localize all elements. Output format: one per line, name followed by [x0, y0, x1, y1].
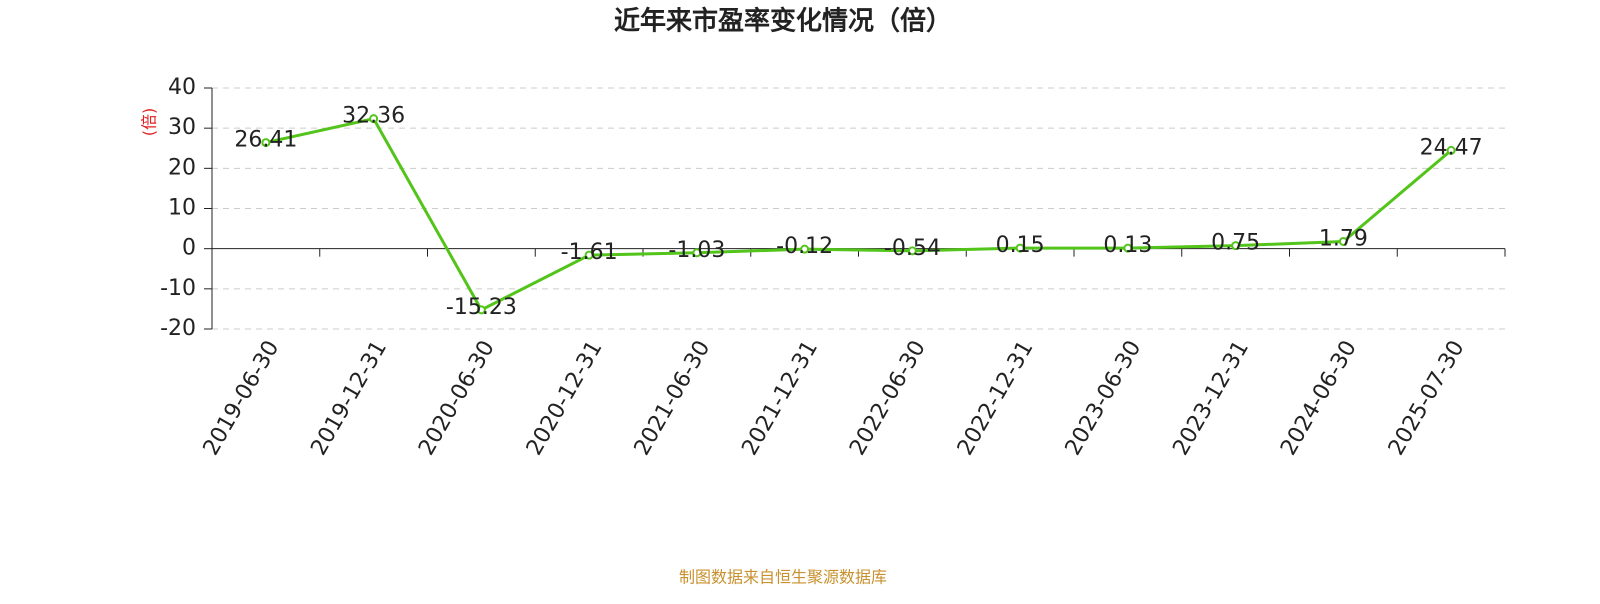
data-label: 1.79 [1319, 226, 1368, 251]
point [907, 246, 917, 256]
x-tick-label: 2023-06-30 [1061, 337, 1147, 460]
data-label: -0.54 [884, 236, 941, 261]
x-tick-label: 2019-12-31 [306, 337, 392, 460]
y-tick-label: 10 [168, 196, 196, 221]
data-label: -1.61 [561, 240, 618, 265]
x-tick-label: 2022-06-30 [845, 337, 931, 460]
point [584, 250, 594, 260]
y-tick-label: -20 [160, 316, 196, 341]
data-label: 0.13 [1103, 233, 1152, 258]
data-label: 24.47 [1420, 135, 1483, 160]
x-tick-label: 2022-12-31 [953, 337, 1039, 460]
point [692, 248, 702, 258]
data-label: -1.03 [668, 238, 725, 263]
x-tick-label: 2021-06-30 [630, 337, 716, 460]
chart-title: 近年来市盈率变化情况（倍） [614, 6, 952, 37]
point [476, 305, 486, 315]
data-label: 0.75 [1211, 231, 1260, 256]
data-label: 32.36 [342, 104, 405, 129]
x-tick-label: 2024-06-30 [1276, 337, 1362, 460]
x-tick-label: 2021-12-31 [737, 337, 823, 460]
y-tick-label: 30 [168, 115, 196, 140]
x-tick-label: 2025-07-30 [1384, 337, 1470, 460]
x-tick-label: 2023-12-31 [1168, 337, 1254, 460]
x-tick-label: 2020-12-31 [522, 337, 608, 460]
x-tick-label: 2020-06-30 [414, 337, 500, 460]
y-tick-label: 20 [168, 155, 196, 180]
point [261, 138, 271, 148]
point [1446, 145, 1456, 155]
point [1015, 243, 1025, 253]
y-tick-label: 40 [168, 75, 196, 100]
source-note: 制图数据来自恒生聚源数据库 [679, 568, 887, 587]
y-tick-label: -10 [160, 276, 196, 301]
y-axis-label: (倍) [140, 108, 159, 137]
x-tick-label: 2019-06-30 [199, 337, 285, 460]
data-label: -15.23 [446, 295, 517, 320]
y-tick-label: 0 [182, 236, 196, 261]
line [265, 116, 1453, 312]
point [800, 244, 810, 254]
point [369, 114, 379, 124]
data-label: 0.15 [996, 233, 1045, 258]
data-label: -0.12 [776, 234, 833, 259]
point [1231, 241, 1241, 251]
data-label: 26.41 [234, 128, 297, 153]
point [1338, 236, 1348, 246]
point [1123, 243, 1133, 253]
